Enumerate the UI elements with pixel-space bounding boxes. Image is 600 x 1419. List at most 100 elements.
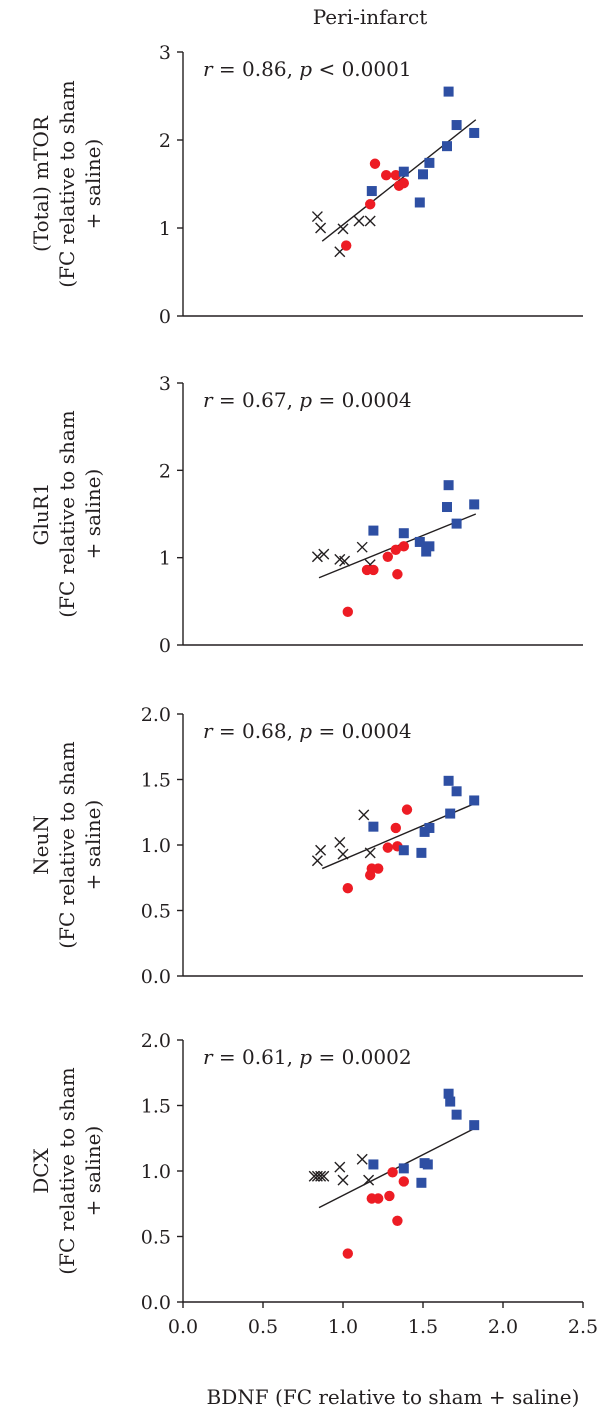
cross-point [318, 548, 330, 560]
y-axis-label: (FC relative to sham [55, 410, 79, 617]
square-point [366, 186, 377, 197]
correlation-annotation: r = 0.61, p = 0.0002 [203, 1045, 412, 1069]
annotation-r-rest: = 0.61, [213, 1045, 300, 1069]
cross-point [339, 555, 351, 567]
x-tick-label: 1.0 [328, 1316, 358, 1338]
y-axis-label: NeuN [29, 815, 53, 875]
square-point [443, 1088, 454, 1099]
y-tick-label: 0 [159, 306, 171, 328]
y-axis-label: + saline) [81, 469, 105, 560]
y-tick-label: 2.0 [141, 704, 171, 726]
cross-point [311, 551, 323, 563]
y-tick-label: 2 [159, 130, 171, 152]
square-point [451, 786, 462, 797]
circle-point [398, 541, 409, 552]
cross-point [334, 1161, 346, 1173]
annotation-r-symbol: r [203, 719, 214, 743]
panel-1: 0 1 2 3 (Total) mTOR (FC relative to sham + sa… [29, 42, 583, 328]
square-point [424, 822, 435, 833]
y-axis-label: + saline) [81, 139, 105, 230]
square-point [443, 775, 454, 786]
square-point [445, 1096, 456, 1107]
circle-point [382, 551, 393, 562]
square-point [424, 157, 435, 168]
y-tick-label: 0.5 [141, 901, 171, 923]
square-point [443, 480, 454, 491]
annotation-r-symbol: r [203, 1045, 214, 1069]
correlation-annotation: r = 0.86, p < 0.0001 [203, 57, 412, 81]
cross-point [356, 541, 368, 553]
annotation-p-rest: < 0.0001 [312, 57, 411, 81]
circle-point [390, 170, 401, 181]
square-point [398, 166, 409, 177]
regression-line [318, 1127, 477, 1209]
annotation-p-symbol: p [299, 1045, 312, 1069]
square-point [443, 86, 454, 97]
x-tick-label: 2.0 [488, 1316, 518, 1338]
regression-line [321, 119, 477, 242]
square-point [451, 120, 462, 131]
annotation-r-symbol: r [203, 57, 214, 81]
panel-3: 0.0 0.5 1.0 1.5 2.0 NeuN (FC relative to sham +… [29, 704, 583, 988]
y-tick-label: 1 [159, 218, 171, 240]
square-point [418, 169, 428, 180]
y-axis-label: + saline) [81, 1126, 105, 1217]
y-axis-label: + saline) [81, 800, 105, 891]
circle-point [368, 564, 379, 576]
cross-point [337, 848, 349, 860]
correlation-annotation: r = 0.68, p = 0.0004 [203, 719, 412, 743]
y-tick-label: 1.0 [141, 835, 171, 857]
circle-point [365, 199, 376, 210]
annotation-r-rest: = 0.67, [213, 388, 300, 412]
annotation-p-symbol: p [299, 57, 312, 81]
y-tick-label: 0.0 [141, 1292, 171, 1314]
cross-point [337, 223, 349, 235]
square-point [368, 525, 379, 536]
cross-point [364, 847, 376, 859]
y-axis-label: (FC relative to sham [55, 80, 79, 287]
square-point [469, 1120, 480, 1131]
circle-point [381, 170, 392, 181]
circle-point [369, 158, 381, 169]
square-point [469, 795, 480, 806]
square-point [424, 541, 435, 552]
circle-point [341, 240, 352, 251]
square-point [414, 197, 425, 208]
y-tick-label: 0.5 [141, 1227, 171, 1249]
annotation-p-rest: = 0.0004 [312, 719, 411, 743]
cross-point [337, 1174, 349, 1186]
x-axis-label: BDNF (FC relative to sham + saline) [207, 1385, 580, 1409]
square-point [421, 546, 432, 557]
circle-point [342, 1248, 353, 1259]
cross-point [353, 215, 365, 227]
circle-point [387, 1167, 398, 1178]
y-tick-label: 1.0 [141, 1161, 171, 1183]
square-point [416, 1177, 427, 1188]
cross-point [315, 1170, 327, 1182]
y-tick-label: 3 [159, 373, 171, 395]
cross-point [364, 215, 376, 227]
circle-point [398, 1176, 409, 1187]
circle-point [373, 1193, 384, 1204]
square-point [469, 499, 480, 510]
y-axis-label: DCX [29, 1147, 53, 1193]
x-tick-label: 0.5 [248, 1316, 278, 1338]
square-point [398, 528, 409, 539]
y-axis-label: (Total) mTOR [29, 115, 53, 252]
y-tick-label: 1.5 [141, 770, 171, 792]
cross-point [318, 1170, 330, 1182]
square-point [414, 536, 425, 547]
square-point [445, 808, 456, 819]
annotation-p-symbol: p [299, 388, 312, 412]
circle-point [384, 1190, 395, 1202]
square-point [398, 1163, 409, 1174]
circle-point [398, 177, 409, 189]
circle-point [342, 883, 353, 894]
x-tick-label: 2.5 [568, 1316, 598, 1338]
panel-4: 0.0 0.5 1.0 1.5 2.0 DCX (FC relative to sham + … [29, 1030, 583, 1314]
correlation-annotation: r = 0.67, p = 0.0004 [203, 388, 412, 412]
annotation-r-rest: = 0.86, [213, 57, 300, 81]
square-point [442, 141, 452, 152]
